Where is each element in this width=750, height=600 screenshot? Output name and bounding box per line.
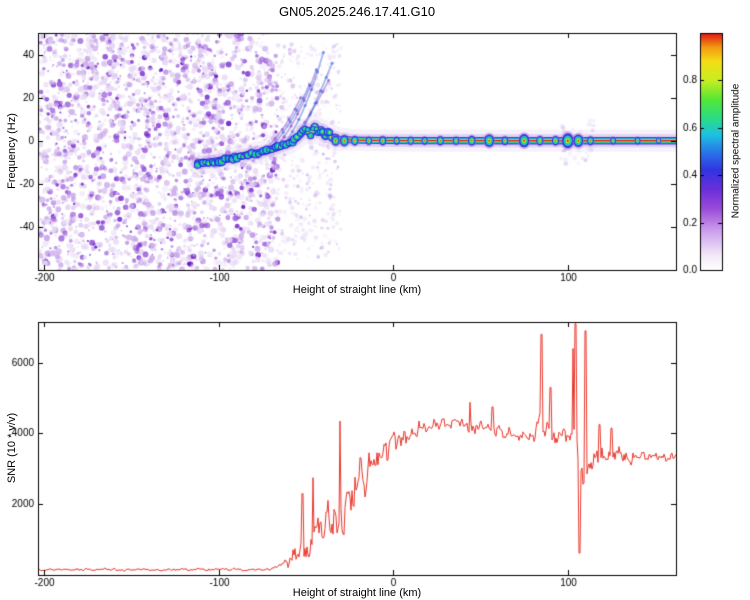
snr-x-axis-label: Height of straight line (km) (292, 587, 422, 599)
snr-y-axis-label: SNR (10 * v/v) (6, 412, 18, 484)
colorbar-label: Normalized spectral amplitude (730, 83, 742, 219)
figure-title: GN05.2025.246.17.41.G10 (278, 4, 436, 19)
spectrogram-y-axis-label: Frequency (Hz) (6, 113, 18, 189)
spectrogram-x-axis-label: Height of straight line (km) (292, 284, 422, 296)
